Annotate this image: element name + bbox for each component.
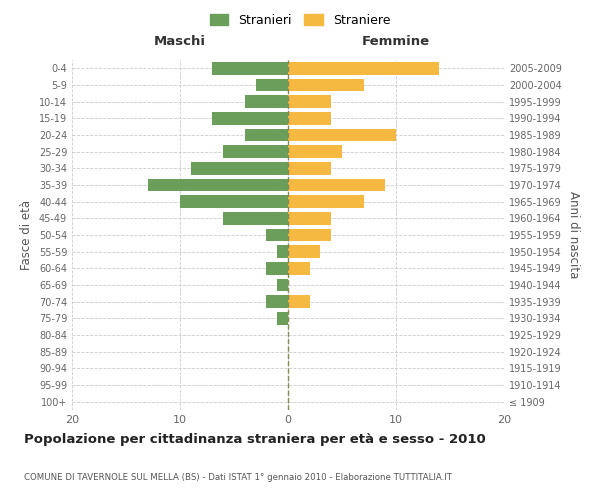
Bar <box>288 146 342 158</box>
Text: Femmine: Femmine <box>362 36 430 49</box>
Bar <box>277 246 288 258</box>
Bar <box>223 146 288 158</box>
Bar <box>256 79 288 92</box>
Bar <box>288 96 331 108</box>
Text: COMUNE DI TAVERNOLE SUL MELLA (BS) - Dati ISTAT 1° gennaio 2010 - Elaborazione T: COMUNE DI TAVERNOLE SUL MELLA (BS) - Dat… <box>24 473 452 482</box>
Bar <box>288 179 385 192</box>
Bar <box>212 62 288 74</box>
Bar <box>266 296 288 308</box>
Bar <box>212 112 288 124</box>
Bar <box>148 179 288 192</box>
Bar <box>288 296 310 308</box>
Y-axis label: Anni di nascita: Anni di nascita <box>567 192 580 278</box>
Bar <box>288 246 320 258</box>
Bar <box>245 129 288 141</box>
Bar <box>277 279 288 291</box>
Bar <box>288 62 439 74</box>
Bar <box>288 112 331 124</box>
Text: Maschi: Maschi <box>154 36 206 49</box>
Bar <box>266 262 288 274</box>
Bar <box>277 312 288 324</box>
Bar <box>288 262 310 274</box>
Bar <box>180 196 288 208</box>
Bar <box>266 229 288 241</box>
Bar <box>191 162 288 174</box>
Bar <box>288 162 331 174</box>
Text: Popolazione per cittadinanza straniera per età e sesso - 2010: Popolazione per cittadinanza straniera p… <box>24 432 486 446</box>
Y-axis label: Fasce di età: Fasce di età <box>20 200 33 270</box>
Bar <box>288 212 331 224</box>
Bar <box>288 196 364 208</box>
Bar <box>288 229 331 241</box>
Bar <box>288 79 364 92</box>
Bar <box>223 212 288 224</box>
Bar <box>288 129 396 141</box>
Legend: Stranieri, Straniere: Stranieri, Straniere <box>207 11 393 29</box>
Bar <box>245 96 288 108</box>
